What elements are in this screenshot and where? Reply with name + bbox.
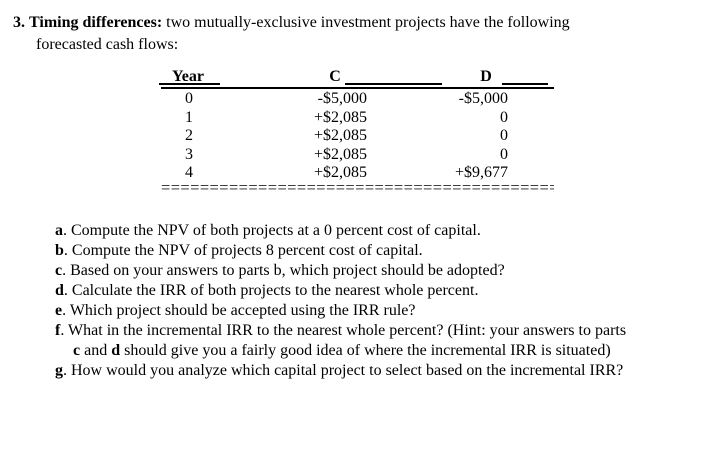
question-b: b. Compute the NPV of projects 8 percent… bbox=[55, 241, 626, 261]
cell-project-d: +$9,677 bbox=[454, 164, 508, 182]
question-d-text: . Calculate the IRR of both projects to … bbox=[63, 282, 479, 299]
question-f: f. What in the incremental IRR to the ne… bbox=[55, 321, 626, 341]
cell-year: 0 bbox=[185, 90, 193, 107]
header-underline-c bbox=[345, 83, 442, 85]
question-f-ref-d: d bbox=[111, 342, 121, 359]
cell-year: 1 bbox=[185, 108, 193, 126]
column-header-project-c: C bbox=[329, 68, 341, 85]
question-e-label: e bbox=[55, 302, 63, 319]
question-c-text: . Based on your answers to parts b, whic… bbox=[62, 262, 505, 279]
question-a-label: a bbox=[55, 222, 63, 239]
column-header-year: Year bbox=[172, 68, 204, 85]
question-f-label: f bbox=[55, 322, 61, 339]
header-underline-d bbox=[502, 83, 548, 85]
column-header-project-d: D bbox=[480, 68, 492, 85]
question-f-text: . What in the incremental IRR to the nea… bbox=[60, 322, 627, 339]
question-b-text: . Compute the NPV of projects 8 percent … bbox=[63, 242, 423, 259]
cashflow-table: Year C D 0 -$5,000 -$5,000 1 +$2,085 0 2… bbox=[159, 68, 554, 196]
problem-title-text: two mutually-exclusive investment projec… bbox=[162, 14, 570, 31]
problem-topic: Timing differences: bbox=[29, 14, 163, 31]
cell-year: 4 bbox=[185, 164, 193, 182]
table-row: 2 +$2,085 0 bbox=[161, 127, 554, 146]
question-d: d. Calculate the IRR of both projects to… bbox=[55, 281, 626, 301]
cell-project-c: +$2,085 bbox=[313, 108, 367, 126]
table-row: 4 +$2,085 +$9,677 bbox=[161, 164, 554, 183]
table-row: 3 +$2,085 0 bbox=[161, 146, 554, 165]
question-a: a. Compute the NPV of both projects at a… bbox=[55, 221, 626, 241]
question-a-text: . Compute the NPV of both projects at a … bbox=[63, 222, 481, 239]
question-c-label: c bbox=[55, 262, 63, 279]
question-c: c. Based on your answers to parts b, whi… bbox=[55, 261, 626, 281]
cell-project-c: -$5,000 bbox=[317, 90, 367, 107]
cell-year: 2 bbox=[185, 127, 193, 145]
problem-number: 3. bbox=[13, 14, 25, 31]
table-header-row: Year C D bbox=[159, 68, 554, 89]
problem-title-line1: 3. Timing differences: two mutually-excl… bbox=[13, 12, 570, 34]
table-row: 0 -$5,000 -$5,000 bbox=[161, 90, 554, 109]
cell-project-c: +$2,085 bbox=[313, 164, 367, 182]
question-list: a. Compute the NPV of both projects at a… bbox=[55, 221, 626, 381]
table-bottom-double-rule: ========================================… bbox=[161, 181, 554, 196]
cell-project-c: +$2,085 bbox=[313, 127, 367, 145]
problem-statement-title: 3. Timing differences: two mutually-excl… bbox=[13, 12, 570, 55]
question-d-label: d bbox=[55, 282, 64, 299]
question-b-label: b bbox=[55, 242, 64, 259]
cell-project-d: 0 bbox=[500, 108, 508, 126]
cell-project-c: +$2,085 bbox=[313, 145, 367, 163]
question-f-cont-mid: and bbox=[80, 342, 112, 359]
question-f-ref-c: c bbox=[73, 342, 81, 359]
table-body: 0 -$5,000 -$5,000 1 +$2,085 0 2 +$2,085 … bbox=[161, 89, 554, 183]
problem-title-line2: forecasted cash flows: bbox=[36, 35, 179, 53]
cell-project-d: -$5,000 bbox=[458, 90, 508, 107]
question-g: g. How would you analyze which capital p… bbox=[55, 361, 626, 381]
question-g-label: g bbox=[55, 362, 63, 379]
question-f-continuation: c and d should give you a fairly good id… bbox=[73, 341, 626, 361]
header-underline-year bbox=[159, 83, 220, 85]
cell-project-d: 0 bbox=[500, 145, 508, 163]
question-f-cont-text: should give you a fairly good idea of wh… bbox=[120, 342, 611, 359]
question-g-text: . How would you analyze which capital pr… bbox=[63, 362, 624, 379]
table-row: 1 +$2,085 0 bbox=[161, 109, 554, 128]
cell-year: 3 bbox=[185, 145, 193, 163]
question-e: e. Which project should be accepted usin… bbox=[55, 301, 626, 321]
cell-project-d: 0 bbox=[500, 127, 508, 145]
question-e-text: . Which project should be accepted using… bbox=[62, 302, 416, 319]
